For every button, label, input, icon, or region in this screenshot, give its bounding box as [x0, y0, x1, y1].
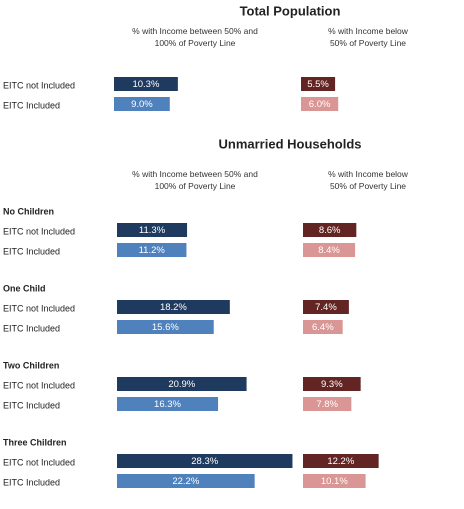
column-header-text: % with Income between 50% and 100% of Po…	[132, 26, 258, 48]
value-label: 6.4%	[312, 322, 334, 333]
row-label: EITC Included	[3, 246, 60, 256]
group-label: Two Children	[3, 360, 59, 370]
bar	[117, 454, 293, 468]
bar	[117, 377, 247, 391]
value-label: 11.2%	[139, 245, 166, 256]
column-header: % with Income between 50% and 100% of Po…	[132, 26, 258, 48]
value-label: 9.0%	[131, 99, 153, 110]
group-label: No Children	[3, 206, 54, 216]
bar	[117, 320, 214, 334]
value-label: 28.3%	[191, 456, 218, 467]
bar	[303, 320, 343, 334]
value-label: 18.2%	[160, 302, 187, 313]
row-label: EITC not Included	[3, 303, 75, 313]
row-label: EITC not Included	[3, 226, 75, 236]
value-label: 8.6%	[319, 225, 341, 236]
row-label: EITC Included	[3, 100, 60, 110]
column-header: % with Income between 50% and 100% of Po…	[132, 169, 258, 191]
bar	[117, 300, 230, 314]
group-label: Three Children	[3, 437, 67, 447]
bar	[301, 97, 339, 111]
bar	[301, 77, 336, 91]
column-header: % with Income below 50% of Poverty Line	[328, 26, 408, 48]
value-label: 5.5%	[307, 79, 329, 90]
bar	[114, 97, 170, 111]
group-label: One Child	[3, 283, 46, 293]
row-label: EITC not Included	[3, 380, 75, 390]
value-label: 12.2%	[327, 456, 354, 467]
bar	[117, 223, 188, 237]
value-label: 7.8%	[316, 399, 338, 410]
bar	[303, 454, 379, 468]
bar	[117, 474, 255, 488]
section-title: Total Population	[240, 3, 341, 18]
bar	[117, 243, 187, 257]
row-label: EITC Included	[3, 400, 60, 410]
value-label: 20.9%	[168, 379, 195, 390]
bar	[114, 77, 178, 91]
bar	[303, 377, 361, 391]
value-label: 15.6%	[152, 322, 179, 333]
bar	[303, 223, 357, 237]
row-label: EITC not Included	[3, 457, 75, 467]
value-label: 9.3%	[321, 379, 343, 390]
section-title: Unmarried Households	[218, 136, 361, 151]
row-label: EITC Included	[3, 323, 60, 333]
value-label: 11.3%	[139, 225, 166, 236]
column-header: % with Income below 50% of Poverty Line	[328, 169, 408, 191]
column-header-text: % with Income below 50% of Poverty Line	[328, 169, 408, 191]
bar	[117, 397, 219, 411]
value-label: 8.4%	[318, 245, 340, 256]
value-label: 16.3%	[154, 399, 181, 410]
bar	[303, 243, 356, 257]
bar	[303, 300, 349, 314]
value-label: 22.2%	[172, 476, 199, 487]
column-header-text: % with Income between 50% and 100% of Po…	[132, 169, 258, 191]
column-header-text: % with Income below 50% of Poverty Line	[328, 26, 408, 48]
value-label: 10.1%	[321, 476, 348, 487]
bar	[303, 474, 366, 488]
row-label: EITC Included	[3, 477, 60, 487]
value-label: 10.3%	[132, 79, 159, 90]
bar	[303, 397, 352, 411]
row-label: EITC not Included	[3, 80, 75, 90]
value-label: 7.4%	[315, 302, 337, 313]
value-label: 6.0%	[309, 99, 331, 110]
